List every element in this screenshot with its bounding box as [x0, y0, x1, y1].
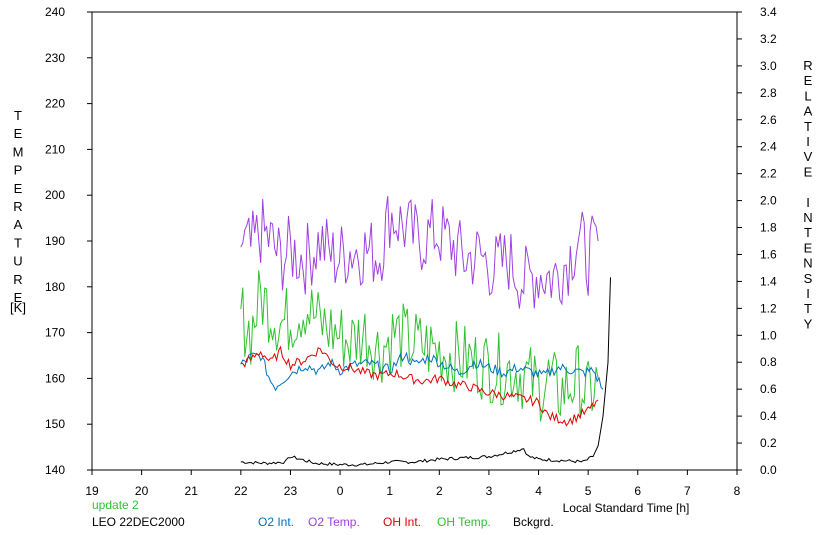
y-right-tick-label: 2.2	[760, 167, 777, 181]
series-layer	[240, 195, 611, 467]
y-left-label-letter: R	[13, 199, 22, 214]
y-right-tick-label: 3.4	[760, 5, 777, 19]
y-right-tick-label: 2.6	[760, 113, 777, 127]
legend-oh-temp: OH Temp.	[437, 515, 491, 529]
y-left-label-letter: E	[14, 181, 23, 196]
y-left-label-letter: T	[14, 108, 22, 123]
series-line-o2-temp	[240, 195, 599, 309]
x-tick-label: 21	[185, 484, 199, 498]
y-right-label-letter: I	[806, 195, 810, 210]
y-right-tick-label: 3.0	[760, 59, 777, 73]
x-tick-label: 8	[734, 484, 741, 498]
y-right-label-letter: T	[804, 119, 812, 134]
y-right-label-letter: R	[803, 58, 812, 73]
y-left-label-letter: E	[14, 290, 23, 305]
x-tick-label: 2	[436, 484, 443, 498]
y-right-label-letter: V	[804, 149, 813, 164]
y-right-label-letter: A	[804, 104, 813, 119]
y-right-tick-label: 1.0	[760, 328, 777, 342]
y-right-tick-label: 2.0	[760, 194, 777, 208]
y-right-tick-label: 0.4	[760, 409, 777, 423]
y-right-tick-label: 1.2	[760, 301, 777, 315]
series-line-o2-int	[240, 351, 604, 392]
legend-o2-int: O2 Int.	[258, 515, 294, 529]
y-left-label-letter: A	[14, 217, 23, 232]
y-left-tick-label: 220	[45, 97, 65, 111]
x-tick-label: 23	[284, 484, 298, 498]
y-right-tick-label: 1.4	[760, 274, 777, 288]
plot-frame	[91, 11, 738, 471]
x-tick-label: 5	[585, 484, 592, 498]
y-left-tick-label: 200	[45, 188, 65, 202]
y-left-tick-label: 240	[45, 5, 65, 19]
y-right-label-letter: N	[803, 210, 812, 225]
legend-o2-temp: O2 Temp.	[308, 515, 360, 529]
status-text: update 2	[92, 498, 139, 512]
legend-bckgrd: Bckgrd.	[513, 515, 554, 529]
series-line-bckgrd	[240, 277, 611, 467]
y-right-label-letter: T	[804, 301, 812, 316]
series-line-oh-temp	[240, 270, 599, 422]
x-tick-label: 6	[634, 484, 641, 498]
y-right-label-letter: I	[806, 286, 810, 301]
x-tick-label: 3	[486, 484, 493, 498]
x-tick-label: 22	[234, 484, 248, 498]
y-right-tick-label: 0.6	[760, 382, 777, 396]
y-right-tick-label: 0.8	[760, 355, 777, 369]
y-right-label-letter: T	[804, 225, 812, 240]
y-left-tick-label: 140	[45, 463, 65, 477]
x-tick-label: 7	[684, 484, 691, 498]
y-right-tick-label: 2.4	[760, 140, 777, 154]
axes-layer: 19 20 21 22 23 0 1 2 3 4 5 6 7 8140150160170180190200…	[45, 5, 777, 498]
series-line-oh-int	[240, 345, 599, 427]
y-left-label-letter: P	[14, 163, 23, 178]
y-right-tick-label: 1.6	[760, 247, 777, 261]
y-left-tick-label: 150	[45, 417, 65, 431]
x-axis-label: Local Standard Time [h]	[563, 501, 690, 515]
y-left-label-letter: E	[14, 126, 23, 141]
y-right-tick-label: 3.2	[760, 32, 777, 46]
y-left-label-letter: R	[13, 272, 22, 287]
y-left-tick-label: 180	[45, 280, 65, 294]
y-left-tick-label: 190	[45, 234, 65, 248]
y-right-label-letter: E	[804, 240, 813, 255]
x-tick-label: 4	[535, 484, 542, 498]
y-left-tick-label: 170	[45, 326, 65, 340]
y-left-tick-label: 230	[45, 51, 65, 65]
y-right-label-letter: N	[803, 256, 812, 271]
y-right-tick-label: 2.8	[760, 86, 777, 100]
y-right-tick-label: 0.0	[760, 463, 777, 477]
y-right-label-letter: L	[804, 88, 811, 103]
y-left-label-letter: M	[13, 144, 24, 159]
station-text: LEO 22DEC2000	[92, 515, 185, 529]
x-tick-label: 20	[135, 484, 149, 498]
y-right-label-letter: I	[806, 134, 810, 149]
legend-oh-int: OH Int.	[383, 515, 421, 529]
y-right-label-letter: E	[804, 164, 813, 179]
y-axis-left-unit: [K]	[10, 300, 26, 315]
y-left-label-letter: U	[13, 254, 22, 269]
x-tick-label: 1	[386, 484, 393, 498]
y-left-tick-label: 210	[45, 142, 65, 156]
y-right-tick-label: 1.8	[760, 221, 777, 235]
y-right-label-letter: Y	[804, 316, 813, 331]
x-tick-label: 19	[85, 484, 99, 498]
y-left-label-letter: T	[14, 235, 22, 250]
y-left-tick-label: 160	[45, 371, 65, 385]
y-right-label-letter: E	[804, 73, 813, 88]
y-right-tick-label: 0.2	[760, 436, 777, 450]
x-tick-label: 0	[337, 484, 344, 498]
y-right-label-letter: S	[804, 271, 813, 286]
